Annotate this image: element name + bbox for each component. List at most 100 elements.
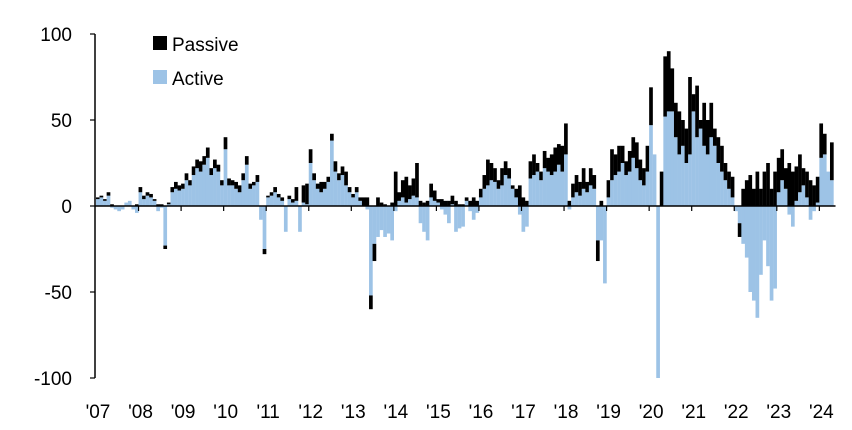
bar-active: [244, 164, 249, 206]
bar-active: [766, 206, 770, 267]
bar-active: [478, 197, 483, 206]
bar-active: [627, 171, 632, 206]
bar-active: [677, 154, 682, 206]
bar-passive: [716, 137, 721, 163]
bar-active: [117, 206, 121, 212]
bar-passive: [503, 161, 508, 176]
bar-passive: [702, 102, 707, 146]
bar-passive: [294, 187, 299, 201]
bar-active: [815, 202, 820, 206]
x-tick-label: '08: [128, 402, 153, 423]
bar-active: [780, 180, 785, 206]
bar-passive: [712, 128, 717, 146]
bar-active: [152, 200, 157, 206]
bar-active: [110, 206, 114, 208]
x-tick-label: '15: [426, 402, 451, 423]
bar-passive: [287, 195, 292, 200]
bar-active: [99, 197, 104, 206]
bar-passive: [560, 145, 565, 172]
bar-active: [486, 185, 490, 206]
bar-passive: [571, 183, 575, 198]
bar-active: [159, 206, 164, 208]
bar-passive: [312, 173, 316, 181]
bar-passive: [720, 145, 724, 172]
bar-passive: [751, 188, 756, 206]
bar-active: [319, 192, 324, 206]
bar-active: [454, 206, 458, 232]
bar-passive: [237, 185, 242, 193]
bar-passive: [829, 142, 834, 181]
bar-active: [255, 181, 260, 206]
bar-passive: [627, 150, 632, 172]
bar-active: [142, 199, 146, 206]
bar-active: [691, 111, 696, 206]
bar-passive: [461, 204, 465, 206]
bar-active: [751, 206, 756, 301]
bar-active: [305, 204, 309, 206]
bar-active: [252, 185, 256, 206]
bar-active: [631, 157, 636, 206]
legend-label-passive: Passive: [172, 35, 239, 56]
bar-passive: [790, 171, 795, 206]
bar-passive: [216, 164, 221, 172]
bar-passive: [227, 178, 231, 186]
bar-active: [581, 188, 586, 206]
bar-active: [829, 180, 834, 206]
bar-active: [113, 206, 118, 210]
bar-passive: [773, 171, 777, 206]
bar-active: [457, 206, 462, 229]
bar-passive: [333, 161, 338, 172]
x-tick-label: '12: [298, 402, 323, 423]
bar-passive: [273, 187, 277, 193]
bar-passive: [482, 175, 487, 189]
bar-passive: [542, 150, 547, 169]
x-tick-label: '18: [554, 402, 579, 423]
bar-active: [624, 175, 629, 206]
bar-active: [723, 180, 728, 206]
bar-active: [432, 200, 437, 206]
bar-passive: [705, 120, 710, 155]
bar-active: [202, 164, 207, 206]
bar-active: [773, 206, 777, 289]
bar-passive: [624, 161, 629, 176]
bar-passive: [755, 171, 760, 206]
bar-active: [507, 178, 512, 206]
bar-active: [514, 197, 519, 206]
bar-active: [493, 181, 497, 206]
bar-active: [181, 188, 185, 206]
bar-active: [730, 197, 735, 206]
bar-passive: [525, 200, 529, 206]
bar-passive: [159, 204, 164, 206]
bar-active: [805, 197, 809, 206]
bar-active: [283, 206, 288, 232]
bar-active: [280, 200, 285, 206]
bar-active: [354, 192, 359, 206]
bar-active: [496, 188, 501, 206]
bar-active: [347, 192, 352, 206]
bar-active: [298, 206, 302, 232]
bar-passive: [163, 245, 168, 249]
bar-active: [397, 200, 402, 206]
bar-passive: [808, 180, 813, 206]
y-tick-label: 0: [61, 197, 72, 218]
bar-passive: [156, 204, 160, 206]
bar-passive: [422, 202, 426, 206]
bar-passive: [315, 183, 320, 189]
bar-passive: [549, 154, 554, 176]
x-tick-label: '16: [469, 402, 494, 423]
bars-layer: [96, 51, 834, 378]
bar-passive: [344, 171, 348, 186]
bar-passive: [801, 168, 806, 186]
bar-passive: [766, 163, 770, 206]
bar-passive: [592, 175, 597, 189]
bar-active: [149, 197, 153, 206]
bar-passive: [783, 168, 788, 189]
bar-active: [475, 206, 480, 213]
x-tick-label: '22: [724, 402, 749, 423]
bar-passive: [447, 200, 451, 206]
y-tick-label: 50: [51, 111, 72, 132]
bar-passive: [649, 87, 653, 126]
bar-active: [287, 199, 292, 206]
bar-passive: [727, 171, 731, 189]
